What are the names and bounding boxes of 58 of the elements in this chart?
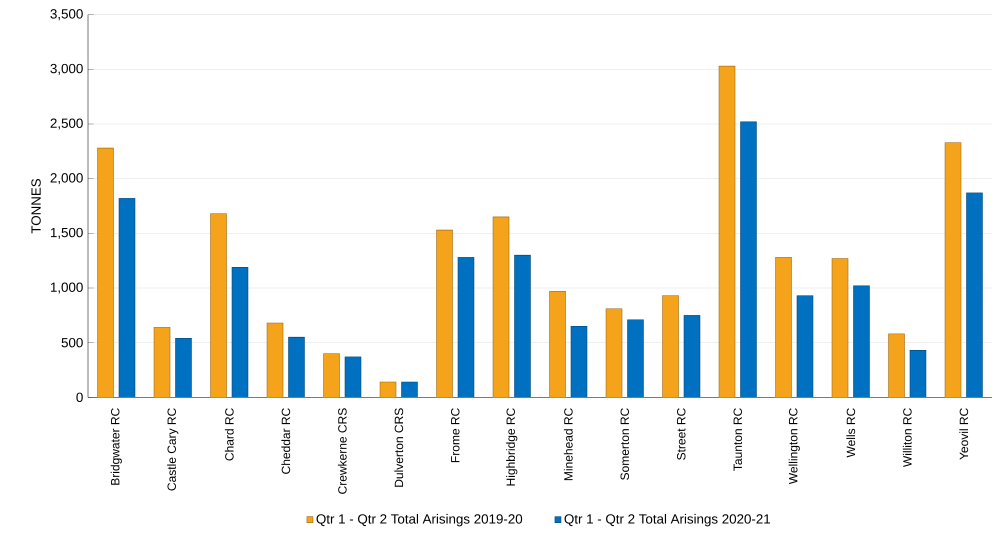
bar [154,326,170,398]
x-tick-label: Williton RC [902,408,912,467]
bar [832,258,848,398]
x-tick-label: Dulverton CRS [394,408,404,487]
y-tick-label: 3,000 [50,64,83,75]
bar [853,285,870,398]
x-tick-label: Crewkerne CRS [338,408,347,494]
bar [118,198,136,398]
x-tick-label: Wellington RC [788,408,800,484]
bar [436,230,453,398]
x-tick-label: Bridgwater RC [110,408,122,485]
x-tick-label: Cheddar RC [281,408,290,474]
y-tick-label: 1,500 [50,228,83,239]
bar [492,216,510,398]
y-tick-label: 3,500 [50,9,83,20]
bar [775,256,792,398]
bar [549,290,566,398]
bar [232,266,248,398]
bar [288,336,305,398]
x-tick-label: Somerton RC [620,408,630,480]
y-tick-label: 2,500 [50,118,83,130]
bar [684,314,700,398]
bar [910,350,926,398]
bar [888,333,905,398]
bar [627,319,644,398]
bar [966,192,983,398]
x-tick-label: Chard RC [224,408,234,460]
bar [175,338,192,398]
x-tick-label: Minehead RC [564,408,573,480]
bar [266,322,284,398]
y-tick-label: 500 [62,338,83,348]
bar [718,66,736,398]
y-tick-label: 2,000 [50,173,83,184]
bar [210,213,227,398]
y-axis-title: TONNES [31,178,41,234]
x-tick-label: Taunton RC [733,408,742,471]
x-tick-label: Castle Cary RC [167,408,178,490]
legend-label: Qtr 1 - Qtr 2 Total Arisings 2019-20 [316,514,522,526]
bar [323,353,340,398]
bar [606,308,622,398]
bar [570,326,588,398]
bar [344,356,362,398]
x-tick-label: Street RC [676,408,686,460]
x-tick-label: Wells RC [846,408,856,458]
bar [662,295,679,398]
bar [97,148,114,398]
x-tick-label: Highbridge RC [506,408,518,486]
bar [380,382,396,398]
bar [944,142,962,398]
x-tick-label: Yeovil RC [959,408,968,460]
y-tick-label: 0 [76,392,83,402]
bar [514,254,531,398]
x-tick-label: Frome RC [451,408,460,462]
bar [740,121,757,398]
bar [796,295,814,398]
bar [458,256,474,398]
y-tick-label: 1,000 [50,282,83,294]
legend-label: Qtr 1 - Qtr 2 Total Arisings 2020-21 [564,514,770,526]
